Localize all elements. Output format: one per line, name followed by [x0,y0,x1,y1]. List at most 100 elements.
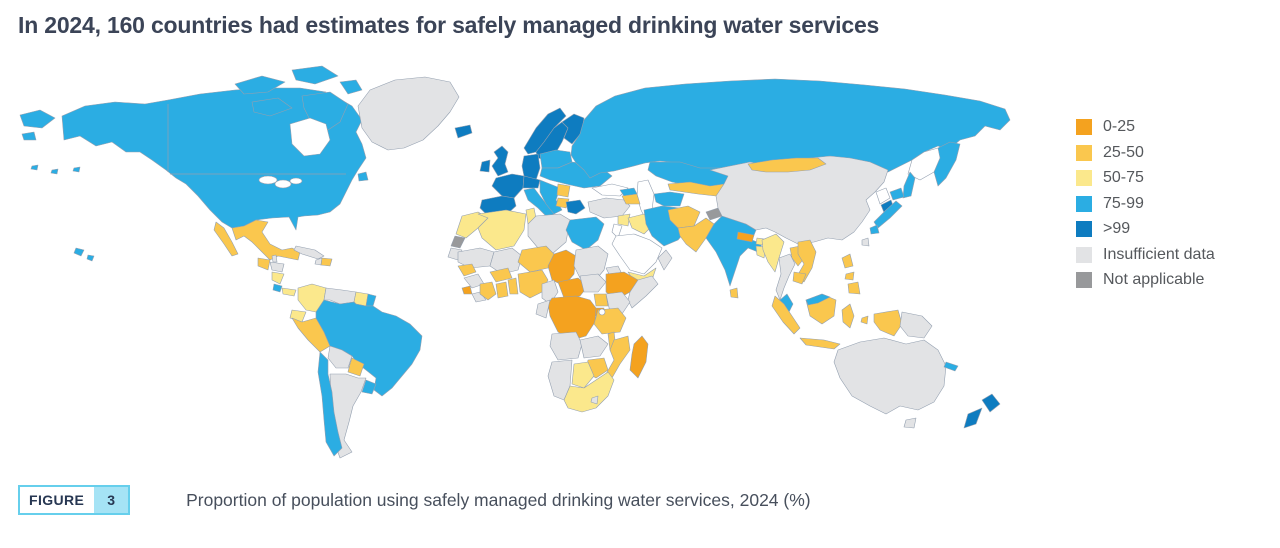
hudson-bay [289,117,331,157]
legend-swatch-gt99 [1076,221,1092,237]
region-malaysia-borneo [805,293,831,306]
region-turkmenistan [653,191,685,207]
region-mexico [231,219,301,261]
region-panama [281,287,297,297]
region-madagascar [629,335,649,379]
region-japan-kyushu [869,224,880,235]
region-bolivia [327,345,353,369]
region-uganda [593,293,609,307]
legend-item-50-75: 50-75 [1076,170,1215,186]
region-senegal-gambia [457,263,477,277]
region-nicaragua [271,271,285,285]
region-philippines-visayas [844,271,855,281]
region-mongolia [747,157,827,173]
region-new-zealand-north [981,393,1001,413]
region-oman [657,249,673,271]
legend-swatch-50-75 [1076,170,1092,186]
region-south-africa [563,371,615,413]
region-chukotka-a [19,109,56,129]
region-ghana [495,281,509,299]
region-costa-rica [272,283,283,293]
page-title: In 2024, 160 countries had estimates for… [18,12,880,38]
legend-item-insufficient-data: Insufficient data [1076,246,1215,263]
region-togo-benin [507,277,519,295]
region-albania-nmk [555,197,570,209]
region-burkina-faso [489,267,513,283]
region-ireland [479,159,491,173]
region-cuba [293,245,325,260]
region-moluccas [860,315,869,325]
region-cote-divoire [479,281,497,301]
region-aleutian-2 [50,168,59,175]
region-paraguay [347,357,365,377]
region-guatemala [257,257,271,271]
great-lakes-3 [289,177,303,185]
region-myanmar [761,233,785,273]
region-australia [833,337,947,415]
great-lakes-1 [258,175,278,185]
region-greece [565,199,586,215]
figure-label: FIGURE [20,487,95,513]
region-sakhalin [902,171,916,199]
region-hawaii-1 [73,247,85,257]
legend-item-75-99: 75-99 [1076,195,1215,212]
region-tasmania [903,417,917,429]
region-alaska-canada-usa [61,87,367,231]
legend-item-0-25: 0-25 [1076,119,1215,135]
region-uk [491,145,509,177]
region-kamchatka [933,141,961,187]
region-south-sudan [579,273,607,293]
region-new-caledonia [943,361,959,372]
region-thailand [775,253,796,301]
region-greenland [357,76,460,151]
region-sri-lanka [729,287,739,299]
legend-swatch-not-applicable [1076,272,1092,288]
region-belize [271,254,278,263]
legend-item-not-applicable: Not applicable [1076,272,1215,288]
region-aleutian-1 [30,164,39,171]
region-niger [517,245,555,273]
region-philippines-mindanao [847,281,861,295]
region-papua-indonesia [873,309,903,337]
legend-label: Not applicable [1103,271,1205,288]
region-nepal [736,231,755,243]
region-serbia [556,183,571,198]
region-sulawesi [841,303,855,329]
region-turkey [587,197,631,219]
legend-item-25-50: 25-50 [1076,143,1215,161]
region-arctic-3 [251,97,293,117]
region-newfoundland [357,171,369,182]
region-arctic-1 [234,75,286,95]
legend-label: >99 [1103,220,1131,237]
figure-caption: Proportion of population using safely ma… [186,489,811,510]
region-saudi-arabia [611,233,663,275]
region-taiwan [861,237,870,247]
region-french-guiana [365,293,377,307]
region-somalia [627,275,659,309]
figure-number: 3 [94,487,129,513]
legend-swatch-25-50 [1076,144,1092,161]
region-hawaii-2 [86,254,95,262]
legend-swatch-insufficient-data [1076,246,1092,263]
region-botswana [571,361,595,389]
region-china [709,155,889,245]
region-syria [617,213,631,227]
region-honduras [269,261,285,273]
region-java [799,337,841,350]
region-lesotho [590,395,599,405]
region-mali [489,247,523,275]
region-chile [317,351,343,457]
region-aleutian-3 [72,166,81,173]
region-iceland [454,124,473,139]
legend-swatch-0-25 [1076,119,1092,135]
legend-label: 25-50 [1103,143,1144,161]
legend-label: 0-25 [1103,118,1136,135]
region-alpine [522,175,541,189]
region-chukotka-b [21,131,37,141]
region-north-korea [875,187,891,205]
lake-victoria [598,308,606,316]
region-sierra-leone [461,285,473,295]
legend-label: 50-75 [1103,169,1144,186]
region-uruguay [361,379,377,395]
